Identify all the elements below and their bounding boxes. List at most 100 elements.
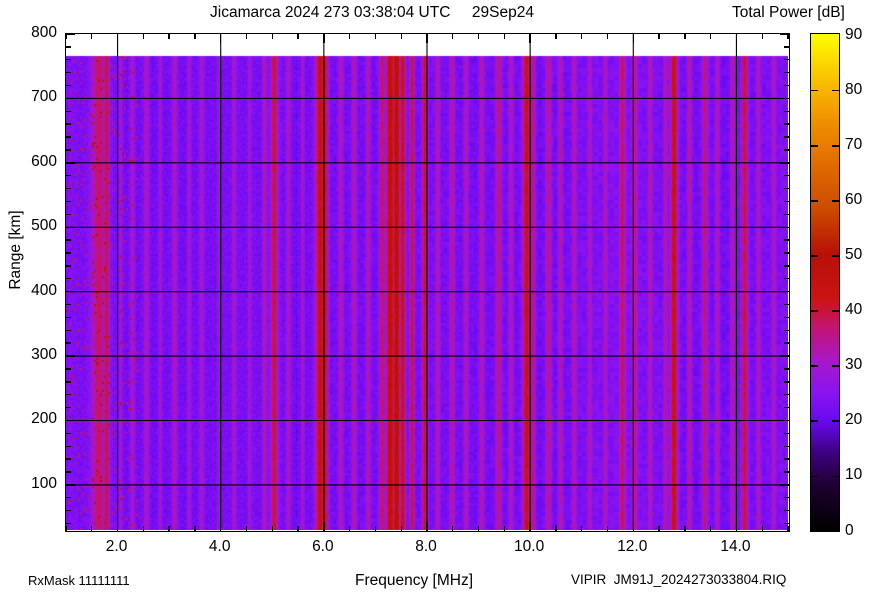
axis-tick (780, 226, 789, 228)
axis-tick (658, 34, 660, 39)
spectrogram-image (66, 34, 788, 530)
axis-tick (348, 34, 351, 39)
axis-tick (784, 342, 789, 344)
y-tick-label: 500 (31, 217, 57, 235)
colorbar-tick (811, 89, 818, 92)
axis-tick (784, 509, 789, 512)
axis-tick (761, 34, 763, 39)
axis-tick (787, 34, 789, 39)
axis-tick (784, 471, 789, 473)
y-tick-label: 700 (31, 88, 57, 106)
colorbar-tick (832, 200, 839, 202)
axis-tick (784, 303, 789, 306)
axis-tick (400, 34, 402, 39)
rxmask-label: RxMask 11111111 (28, 573, 130, 588)
axis-tick (761, 526, 763, 531)
axis-tick (784, 136, 789, 138)
axis-tick (66, 290, 75, 293)
axis-tick (66, 526, 67, 531)
axis-tick (66, 432, 71, 435)
colorbar-tick-label: 40 (845, 301, 863, 319)
colorbar-tick (832, 89, 839, 92)
colorbar[interactable] (810, 33, 840, 532)
page-title: Jicamarca 2024 273 03:38:04 UTC 29Sep24 (210, 4, 534, 21)
axis-tick (784, 458, 789, 460)
axis-tick (66, 278, 71, 280)
axis-tick (784, 329, 789, 331)
y-tick-label: 200 (31, 410, 57, 428)
colorbar-tick (811, 420, 818, 423)
axis-tick (784, 406, 789, 409)
axis-tick (66, 445, 71, 447)
axis-tick (194, 526, 196, 531)
axis-tick (66, 97, 75, 100)
axis-tick (477, 34, 480, 39)
axis-tick (245, 526, 248, 531)
axis-tick (66, 497, 71, 499)
axis-tick (348, 526, 351, 531)
axis-tick (66, 149, 71, 151)
axis-tick (374, 526, 377, 531)
axis-tick (66, 381, 71, 383)
source-file-label: VIPIR JM91J_2024273033804.RIQ (571, 572, 787, 587)
colorbar-tick (811, 200, 818, 202)
colorbar-tick (832, 420, 839, 423)
axis-tick (709, 34, 712, 39)
axis-tick (784, 213, 789, 216)
axis-tick (116, 34, 119, 43)
axis-tick (632, 34, 634, 43)
axis-tick (66, 239, 71, 241)
x-tick-label: 12.0 (617, 538, 648, 555)
axis-tick (784, 110, 789, 112)
spectrogram-plot-area[interactable] (65, 33, 790, 532)
colorbar-tick-label: 30 (845, 356, 863, 374)
axis-tick (66, 329, 71, 331)
colorbar-tick (832, 144, 839, 147)
axis-tick (784, 84, 789, 87)
axis-tick (66, 34, 67, 39)
colorbar-tick (832, 255, 839, 257)
axis-tick (66, 84, 71, 87)
axis-tick (66, 368, 71, 370)
axis-tick (66, 162, 75, 164)
colorbar-tick-label: 50 (845, 245, 863, 263)
axis-tick (323, 34, 325, 43)
axis-tick (426, 522, 428, 531)
axis-tick (220, 522, 222, 531)
axis-tick (66, 522, 71, 525)
axis-tick (271, 526, 273, 531)
axis-tick (452, 526, 454, 531)
axis-tick (245, 34, 248, 39)
axis-tick (142, 34, 145, 39)
axis-tick (709, 526, 712, 531)
axis-tick (66, 406, 71, 409)
axis-tick (784, 149, 789, 151)
colorbar-tick (811, 144, 818, 147)
axis-tick (780, 97, 789, 100)
axis-tick (66, 342, 71, 344)
axis-tick (529, 34, 531, 43)
colorbar-tick (832, 365, 839, 367)
axis-tick (503, 526, 506, 531)
axis-tick (784, 394, 789, 396)
axis-tick (503, 34, 506, 39)
axis-tick (400, 526, 402, 531)
axis-tick (784, 200, 789, 203)
x-tick-label: 14.0 (720, 538, 751, 555)
colorbar-tick-label: 0 (845, 521, 854, 539)
colorbar-tick-label: 60 (845, 190, 863, 208)
colorbar-tick (832, 475, 839, 478)
axis-tick (784, 265, 789, 267)
axis-tick (66, 509, 71, 512)
axis-tick (452, 34, 454, 39)
colorbar-gradient (811, 34, 839, 531)
axis-tick (271, 34, 273, 39)
axis-tick (194, 34, 196, 39)
y-tick-label: 600 (31, 152, 57, 170)
axis-tick (735, 522, 738, 531)
axis-tick (784, 71, 789, 74)
x-axis-title: Frequency [MHz] (355, 572, 474, 589)
axis-tick (66, 200, 71, 203)
y-tick-label: 400 (31, 281, 57, 299)
axis-tick (684, 34, 686, 39)
